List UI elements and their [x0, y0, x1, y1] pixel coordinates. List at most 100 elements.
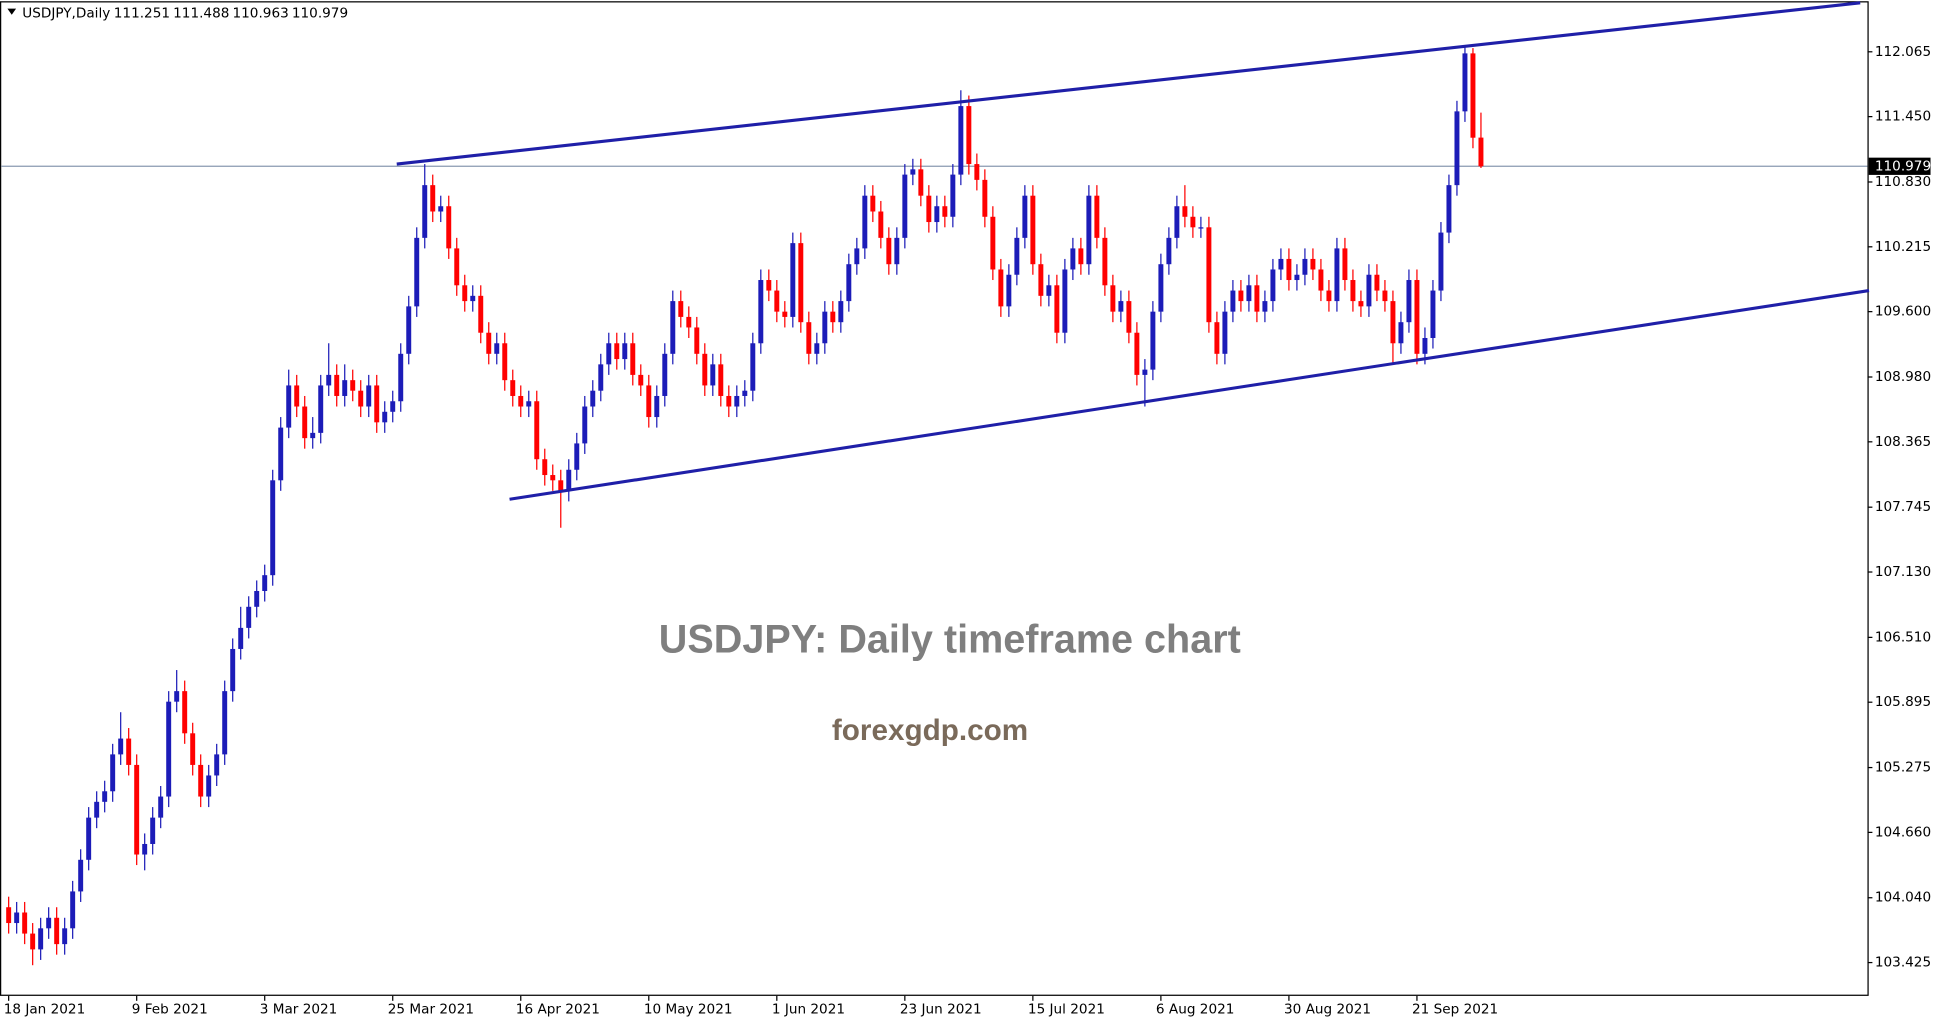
candle-body [1078, 248, 1084, 265]
candle-body [766, 280, 772, 291]
candle-body [654, 395, 660, 418]
candle-body [1374, 274, 1380, 291]
y-tick-label: 110.215 [1875, 239, 1931, 255]
candle-body [998, 269, 1004, 307]
candle-body [1470, 53, 1476, 138]
candle-body [1350, 280, 1356, 302]
candle-body [1326, 290, 1332, 302]
candle-body [70, 891, 76, 929]
candle-body [622, 343, 628, 360]
price-box [1868, 157, 1931, 175]
candle-body [630, 343, 636, 375]
candle-body [678, 301, 684, 317]
candle-body [1006, 274, 1012, 307]
candle-body [1150, 311, 1156, 370]
candle-body [438, 206, 444, 212]
candle-body [310, 432, 316, 439]
candle-body [990, 216, 996, 270]
candle-body [958, 106, 964, 175]
candle-body [702, 353, 708, 386]
candle-body [718, 364, 724, 396]
candle-body [606, 343, 612, 365]
candle-body [1454, 111, 1460, 186]
candle-body [182, 691, 188, 734]
candle-body [574, 443, 580, 470]
candle-body [1246, 285, 1252, 302]
candle-body [1158, 264, 1164, 312]
x-tick-label: 18 Jan 2021 [4, 1001, 86, 1017]
candle-body [398, 353, 404, 402]
candle-body [278, 427, 284, 481]
candle-body [446, 206, 452, 249]
candle-body [302, 406, 308, 439]
candle-body [582, 406, 588, 444]
candle-body [662, 353, 668, 396]
candle-body [1286, 258, 1292, 281]
candle-body [206, 775, 212, 797]
candle-body [6, 907, 12, 924]
x-tick-label: 1 Jun 2021 [772, 1001, 845, 1017]
candle-body [86, 817, 92, 860]
y-tick-label: 107.130 [1875, 564, 1931, 580]
y-tick-label: 112.065 [1875, 44, 1931, 60]
candle-body [1230, 290, 1236, 312]
candle-body [246, 606, 252, 628]
candle-body [366, 385, 372, 407]
candle-body [710, 364, 716, 386]
candle-body [1014, 237, 1020, 275]
y-tick-label: 104.660 [1875, 824, 1931, 840]
candle-body [1278, 258, 1284, 270]
candle-body [14, 912, 20, 924]
candle-body [102, 791, 108, 802]
y-tick-label: 108.980 [1875, 369, 1931, 385]
y-tick-label: 105.275 [1875, 760, 1931, 776]
candle-body [854, 248, 860, 265]
y-tick-label: 107.745 [1875, 499, 1931, 515]
annotation-title: USDJPY: Daily timeframe chart [659, 618, 1241, 662]
candle-body [670, 301, 676, 354]
trend-line [396, 1, 1861, 166]
candle-body [190, 733, 196, 765]
candle-body [1070, 248, 1076, 270]
candle-body [318, 385, 324, 433]
menu-triangle[interactable] [7, 8, 17, 15]
candle-body [494, 343, 500, 354]
candle-body [806, 322, 812, 354]
candle-body [1430, 290, 1436, 338]
candle-body [926, 195, 932, 223]
candle-body [1462, 53, 1468, 112]
candle-body [550, 475, 556, 481]
candle-body [1294, 274, 1300, 281]
candle-body [750, 343, 756, 391]
y-tick-label: 105.895 [1875, 694, 1931, 710]
candle-body [798, 243, 804, 323]
candle-body [486, 332, 492, 354]
candle-body [1398, 322, 1404, 344]
candle-body [1142, 369, 1148, 375]
candle-body [870, 195, 876, 212]
candle-body [742, 390, 748, 396]
candle-body [638, 374, 644, 386]
candle-body [1310, 258, 1316, 270]
candle-body [174, 691, 180, 702]
candle-body [222, 691, 228, 755]
symbol-label: USDJPY,Daily [22, 6, 110, 22]
y-tick-label: 108.365 [1875, 434, 1931, 450]
candle-body [286, 385, 292, 428]
candle-body [1302, 258, 1308, 275]
candle-body [1054, 285, 1060, 333]
y-tick-label: 111.450 [1875, 109, 1931, 125]
candle-body [1166, 237, 1172, 265]
candle-body [198, 764, 204, 797]
candle-body [262, 575, 268, 591]
candle-body [1238, 290, 1244, 302]
candle-body [1422, 337, 1428, 354]
candle-body [1182, 206, 1188, 217]
candle-body [1334, 248, 1340, 302]
candle-body [150, 817, 156, 844]
candle-body [382, 411, 388, 423]
candle-body [814, 343, 820, 354]
candle-body [94, 801, 100, 818]
candle-body [598, 364, 604, 391]
